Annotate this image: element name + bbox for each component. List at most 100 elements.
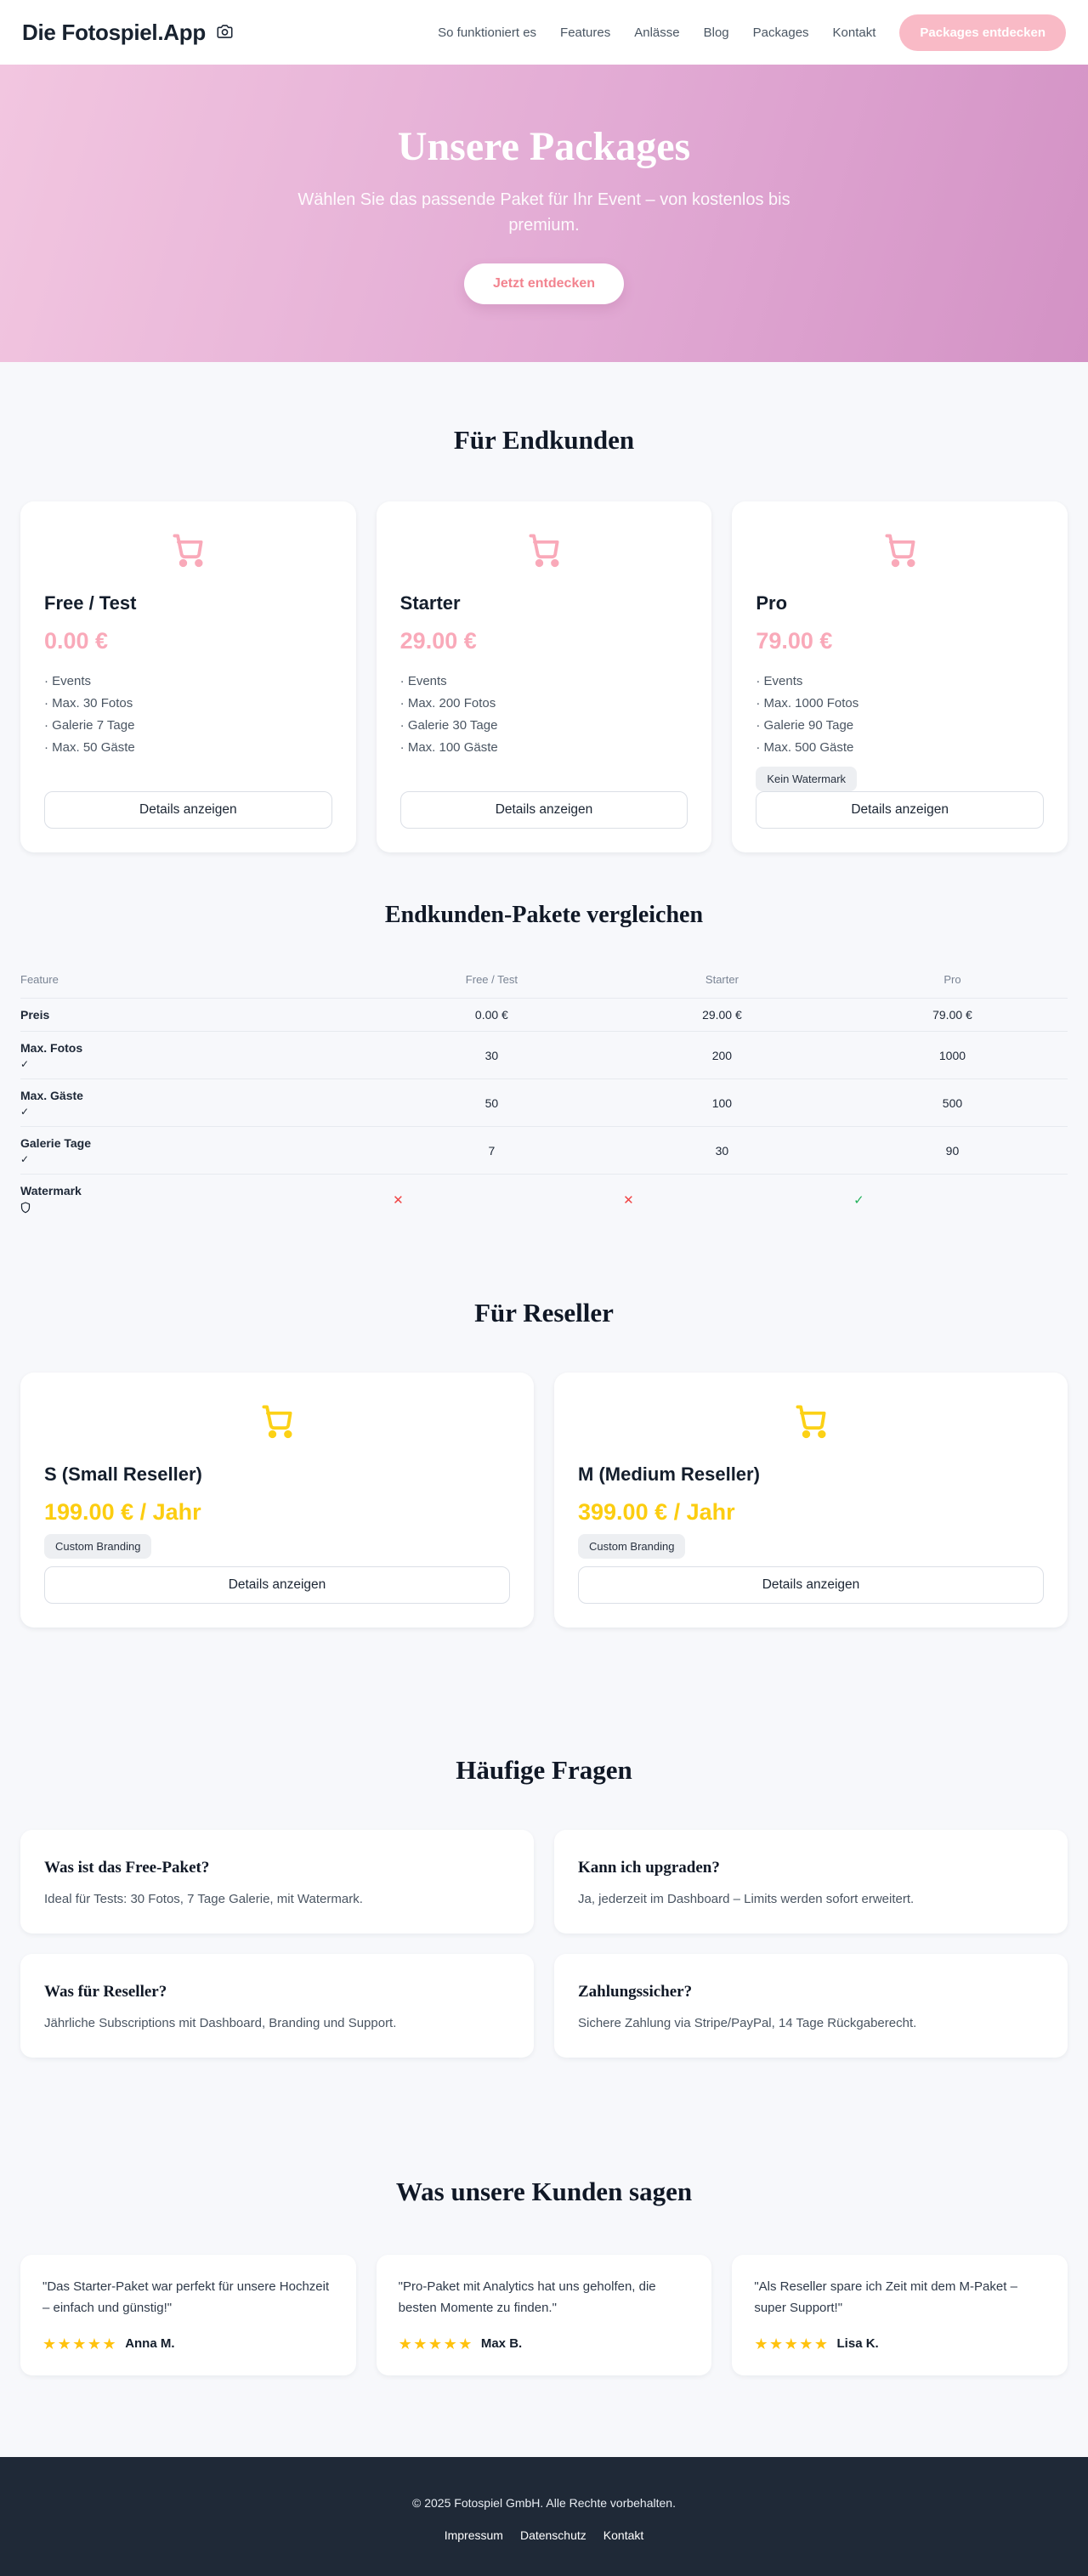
endkunden-section: Für Endkunden Free / Test 0.00 € Events … bbox=[20, 362, 1068, 852]
check-icon: ✓ bbox=[20, 1153, 30, 1165]
testimonial-card: "Das Starter-Paket war perfekt für unser… bbox=[20, 2255, 356, 2375]
testimonial-name: Max B. bbox=[480, 2336, 523, 2351]
plan-price: 29.00 € bbox=[400, 628, 477, 654]
footer-links: Impressum Datenschutz Kontakt bbox=[0, 2528, 1088, 2542]
check-icon: ✓ bbox=[20, 1106, 30, 1118]
custom-branding-badge: Custom Branding bbox=[578, 1534, 686, 1559]
footer-link-impressum[interactable]: Impressum bbox=[444, 2528, 503, 2542]
testimonials-section: Was unsere Kunden sagen "Das Starter-Pak… bbox=[20, 2177, 1068, 2375]
site-footer: © 2025 Fotospiel GmbH. Alle Rechte vorbe… bbox=[0, 2457, 1088, 2576]
cell-value: 0.00 € bbox=[376, 998, 607, 1032]
plan-card-free: Free / Test 0.00 € Events Max. 30 Fotos … bbox=[20, 501, 356, 852]
nav-item-packages[interactable]: Packages bbox=[752, 25, 809, 40]
check-icon: ✓ bbox=[20, 1058, 30, 1070]
row-label: Preis bbox=[20, 998, 377, 1032]
details-anzeigen-button[interactable]: Details anzeigen bbox=[578, 1566, 1044, 1604]
jetzt-entdecken-button[interactable]: Jetzt entdecken bbox=[463, 263, 625, 304]
row-label: Watermark bbox=[20, 1184, 82, 1197]
row-label: Galerie Tage bbox=[20, 1136, 92, 1150]
plan-feature-list: Events Max. 30 Fotos Galerie 7 Tage Max.… bbox=[44, 670, 332, 758]
plan-feature: Max. 30 Fotos bbox=[44, 692, 332, 714]
faq-card-reseller: Was für Reseller? Jährliche Subscription… bbox=[20, 1954, 534, 2058]
cart-icon bbox=[400, 530, 688, 572]
logo-text: Die Fotospiel.App bbox=[22, 19, 206, 45]
details-anzeigen-button[interactable]: Details anzeigen bbox=[44, 1566, 510, 1604]
row-label: Max. Gäste bbox=[20, 1089, 83, 1102]
nav-item-anlaesse[interactable]: Anlässe bbox=[634, 25, 680, 40]
camera-icon bbox=[215, 20, 235, 46]
plan-name: S (Small Reseller) bbox=[44, 1464, 202, 1485]
reseller-heading: Für Reseller bbox=[474, 1298, 614, 1328]
details-anzeigen-button[interactable]: Details anzeigen bbox=[756, 791, 1044, 829]
kein-watermark-badge: Kein Watermark bbox=[756, 767, 858, 791]
main-nav: So funktioniert es Features Anlässe Blog… bbox=[438, 14, 1066, 51]
nav-item-blog[interactable]: Blog bbox=[703, 25, 729, 40]
plan-card-small-reseller: S (Small Reseller) 199.00 € / Jahr Custo… bbox=[20, 1373, 534, 1628]
plan-name: Free / Test bbox=[44, 592, 137, 614]
shield-icon bbox=[20, 1202, 377, 1215]
column-header-pro: Pro bbox=[944, 973, 961, 986]
faq-answer: Jährliche Subscriptions mit Dashboard, B… bbox=[44, 2016, 397, 2030]
reseller-section: Für Reseller S (Small Reseller) 199.00 €… bbox=[20, 1298, 1068, 1628]
nav-item-so-funktioniert-es[interactable]: So funktioniert es bbox=[438, 25, 537, 40]
plan-price: 0.00 € bbox=[44, 628, 109, 654]
cell-value: 200 bbox=[606, 1031, 837, 1079]
star-rating-icon: ★★★★★ bbox=[398, 2335, 473, 2352]
row-label: Max. Fotos bbox=[20, 1041, 83, 1055]
packages-entdecken-button[interactable]: Packages entdecken bbox=[899, 14, 1066, 51]
faq-question: Was ist das Free-Paket? bbox=[44, 1859, 210, 1877]
faq-answer: Ideal für Tests: 30 Fotos, 7 Tage Galeri… bbox=[44, 1892, 363, 1906]
cart-icon bbox=[756, 530, 1044, 572]
plan-price: 399.00 € / Jahr bbox=[578, 1499, 735, 1525]
plan-feature: Max. 100 Gäste bbox=[400, 736, 688, 758]
details-anzeigen-button[interactable]: Details anzeigen bbox=[400, 791, 688, 829]
plan-price: 79.00 € bbox=[756, 628, 833, 654]
plan-feature: Max. 1000 Fotos bbox=[756, 692, 1044, 714]
plan-price: 199.00 € / Jahr bbox=[44, 1499, 201, 1525]
cell-value: 29.00 € bbox=[606, 998, 837, 1032]
faq-answer: Sichere Zahlung via Stripe/PayPal, 14 Ta… bbox=[578, 2016, 917, 2030]
column-header-free: Free / Test bbox=[465, 973, 518, 986]
testimonial-name: Anna M. bbox=[125, 2336, 175, 2351]
cart-icon bbox=[578, 1401, 1044, 1443]
cell-value: 90 bbox=[836, 1126, 1068, 1175]
plan-feature: Max. 500 Gäste bbox=[756, 736, 1044, 758]
faq-card-zahlung: Zahlungssicher? Sichere Zahlung via Stri… bbox=[554, 1954, 1068, 2058]
cell-value: 7 bbox=[376, 1126, 607, 1175]
nav-item-kontakt[interactable]: Kontakt bbox=[832, 25, 876, 40]
faq-question: Zahlungssicher? bbox=[578, 1983, 693, 2001]
testimonial-card: "Pro-Paket mit Analytics hat uns geholfe… bbox=[376, 2255, 712, 2375]
plan-feature: Max. 200 Fotos bbox=[400, 692, 688, 714]
endkunden-heading: Für Endkunden bbox=[453, 425, 635, 455]
site-header: Die Fotospiel.App So funktioniert es Fea… bbox=[0, 0, 1088, 65]
faq-section: Häufige Fragen Was ist das Free-Paket? I… bbox=[20, 1755, 1068, 2058]
faq-question: Kann ich upgraden? bbox=[578, 1859, 720, 1877]
faq-answer: Ja, jederzeit im Dashboard – Limits werd… bbox=[578, 1892, 915, 1906]
check-icon: ✓ bbox=[853, 1192, 864, 1208]
plan-feature: Galerie 7 Tage bbox=[44, 714, 332, 736]
logo[interactable]: Die Fotospiel.App bbox=[22, 20, 235, 46]
cell-value: 79.00 € bbox=[836, 998, 1068, 1032]
testimonial-name: Lisa K. bbox=[836, 2336, 879, 2351]
testimonials-grid: "Das Starter-Paket war perfekt für unser… bbox=[20, 2255, 1068, 2375]
table-row-galerie-tage: Galerie Tage ✓ 7 30 90 bbox=[20, 1126, 1068, 1175]
footer-link-datenschutz[interactable]: Datenschutz bbox=[519, 2528, 586, 2542]
nav-item-features[interactable]: Features bbox=[560, 25, 611, 40]
plan-card-starter: Starter 29.00 € Events Max. 200 Fotos Ga… bbox=[376, 501, 712, 852]
cell-value: 500 bbox=[836, 1079, 1068, 1127]
footer-link-kontakt[interactable]: Kontakt bbox=[603, 2528, 644, 2542]
plan-name: M (Medium Reseller) bbox=[578, 1464, 760, 1485]
faq-grid: Was ist das Free-Paket? Ideal für Tests:… bbox=[20, 1830, 1068, 2058]
plan-name: Starter bbox=[400, 592, 461, 614]
plan-feature: Events bbox=[400, 670, 688, 692]
plan-feature: Galerie 30 Tage bbox=[400, 714, 688, 736]
faq-card-upgraden: Kann ich upgraden? Ja, jederzeit im Dash… bbox=[554, 1830, 1068, 1933]
testimonial-quote: "Das Starter-Paket war perfekt für unser… bbox=[42, 2279, 330, 2315]
plan-card-medium-reseller: M (Medium Reseller) 399.00 € / Jahr Cust… bbox=[554, 1373, 1068, 1628]
cell-value: 30 bbox=[606, 1126, 837, 1175]
details-anzeigen-button[interactable]: Details anzeigen bbox=[44, 791, 332, 829]
table-header-row: Feature Free / Test Starter Pro bbox=[20, 965, 1068, 999]
cell-value: 100 bbox=[606, 1079, 837, 1127]
star-rating-icon: ★★★★★ bbox=[754, 2335, 830, 2352]
plan-feature-list: Events Max. 200 Fotos Galerie 30 Tage Ma… bbox=[400, 670, 688, 758]
